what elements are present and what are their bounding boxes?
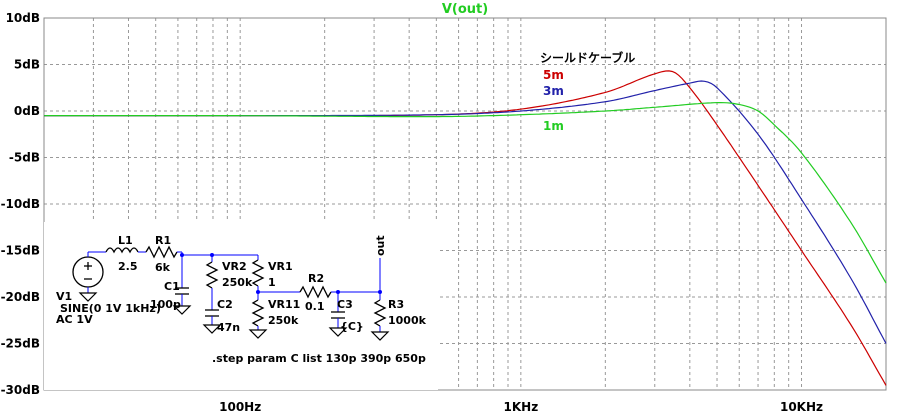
grid xyxy=(44,18,886,390)
x-tick-label: 100Hz xyxy=(219,400,261,414)
c3-capacitor xyxy=(328,292,348,337)
r3-value: 1000k xyxy=(388,314,427,327)
r2-value: 0.1 xyxy=(305,300,325,313)
l1-value: 2.5 xyxy=(118,260,138,273)
r2-label: R2 xyxy=(308,272,324,285)
chart-title: V(out) xyxy=(442,2,488,17)
v1-value: SINE(0 1V 1kHz) xyxy=(60,302,161,315)
c3-label: C3 xyxy=(337,298,353,311)
y-tick-label: -5dB xyxy=(9,151,40,165)
legend-title: シールドケーブル xyxy=(540,50,635,65)
r3-label: R3 xyxy=(388,298,404,311)
out-label: out xyxy=(374,235,387,256)
y-tick-label: -15dB xyxy=(1,244,40,258)
vr11-value: 250k xyxy=(268,314,299,327)
r1-value: 6k xyxy=(155,261,171,274)
v1-source xyxy=(72,251,106,302)
c2-label: C2 xyxy=(217,298,233,311)
series-line-1m xyxy=(43,102,887,284)
y-tick-label: 5dB xyxy=(14,58,40,72)
y-tick-label: -30dB xyxy=(1,383,40,397)
c1-capacitor xyxy=(172,255,192,315)
c1-value: 100p xyxy=(150,298,181,311)
vr1-value: 1 xyxy=(268,276,276,289)
y-tick-labels: 10dB 5dB 0dB -5dB -10dB -15dB -20dB -25dB -30dB xyxy=(1,11,40,397)
c2-value: 47n xyxy=(217,321,240,334)
v1-label: V1 xyxy=(56,290,72,303)
legend-entry-1m: 1m xyxy=(543,119,564,133)
step-directive: .step param C list 130p 390p 650p xyxy=(212,352,426,365)
y-tick-label: -20dB xyxy=(1,290,40,304)
legend: 5m 3m 1m xyxy=(543,68,564,133)
l1-label: L1 xyxy=(118,234,133,247)
y-tick-label: -25dB xyxy=(1,337,40,351)
r1-label: R1 xyxy=(155,234,171,247)
legend-entry-3m: 3m xyxy=(543,84,564,98)
y-tick-label: -10dB xyxy=(1,197,40,211)
x-tick-label: 1KHz xyxy=(504,400,539,414)
vr2-label: VR2 xyxy=(222,260,247,273)
v1-ac: AC 1V xyxy=(56,313,93,326)
plot-frame xyxy=(43,17,887,391)
vr2-value: 250k xyxy=(222,276,253,289)
y-tick-label: 10dB xyxy=(6,11,40,25)
schematic: L1 2.5 R1 6k V1 SINE(0 1V 1kHz) AC 1V C1… xyxy=(44,222,438,390)
c2-capacitor xyxy=(202,309,222,334)
x-tick-label: 10KHz xyxy=(780,400,823,414)
c1-label: C1 xyxy=(164,280,180,293)
x-tick-labels: 100Hz 1KHz 10KHz xyxy=(219,400,823,414)
r1-resistor xyxy=(145,245,182,259)
c3-value: {C} xyxy=(340,320,364,333)
legend-entry-5m: 5m xyxy=(543,68,564,82)
l1-inductor xyxy=(105,247,146,254)
series-lines xyxy=(43,70,887,386)
vr1-label: VR1 xyxy=(268,260,293,273)
vr11-label: VR11 xyxy=(268,298,300,311)
y-tick-label: 0dB xyxy=(14,104,40,118)
